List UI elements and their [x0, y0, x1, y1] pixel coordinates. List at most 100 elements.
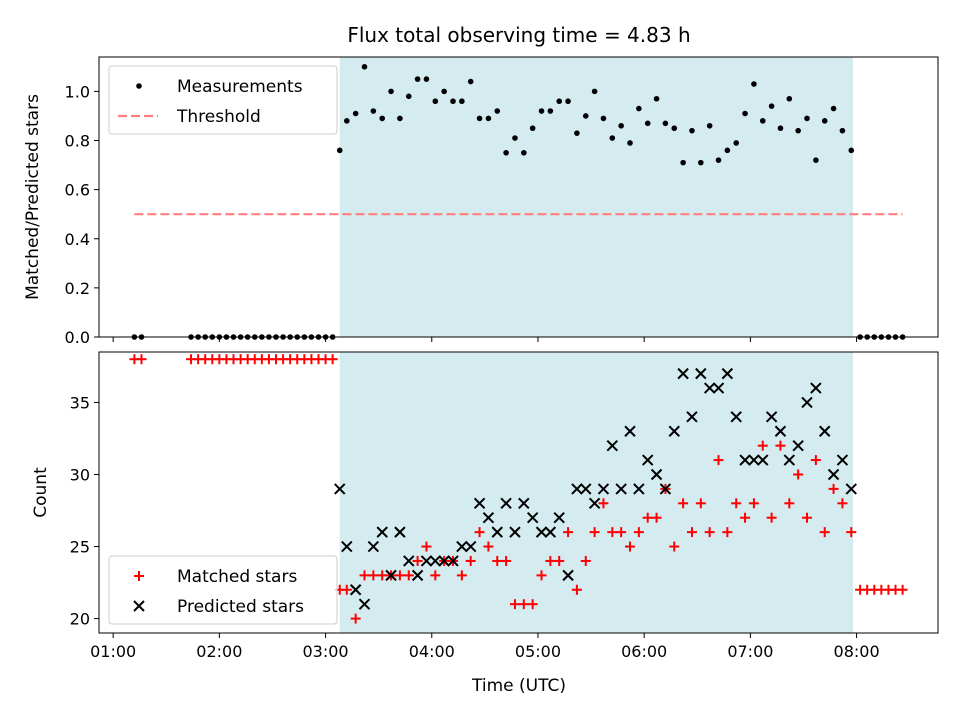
series-measurements-point	[467, 78, 474, 85]
series-predicted-stars-point	[774, 425, 787, 437]
bottom-y-axis-label: Count	[31, 467, 51, 518]
series-matched-stars-point	[456, 570, 467, 581]
series-matched-stars-point	[837, 498, 848, 509]
series-matched-stars-point	[810, 455, 821, 466]
series-measurements-point	[441, 88, 447, 95]
bot-y-tick-label: 25	[70, 538, 90, 557]
top-y-tick-label: 0.6	[65, 181, 90, 200]
series-matched-stars-point	[897, 584, 908, 595]
bot-y-tick-label: 35	[70, 393, 90, 412]
series-matched-stars-point	[465, 555, 476, 566]
series-predicted-stars-point	[801, 396, 813, 409]
series-matched-stars-point	[359, 570, 370, 581]
series-predicted-stars-point	[836, 454, 849, 466]
series-matched-stars-point	[474, 527, 485, 538]
series-matched-stars-point	[784, 498, 795, 509]
series-matched-stars-point	[327, 354, 338, 365]
top-observing-window	[339, 57, 854, 337]
series-matched-stars-point	[589, 527, 600, 538]
top-legend: Measurements Threshold	[108, 65, 338, 135]
series-measurements-point	[512, 135, 518, 141]
series-predicted-stars-point	[341, 540, 353, 553]
series-measurements-point	[848, 147, 855, 154]
series-matched-stars-point	[136, 354, 147, 365]
series-predicted-stars-point	[385, 569, 397, 582]
series-measurements-point	[759, 118, 766, 124]
series-measurements-point	[344, 118, 350, 124]
series-measurements-point	[804, 115, 810, 122]
series-matched-stars-point	[633, 527, 644, 538]
series-measurements-point	[414, 76, 421, 82]
series-predicted-stars-point	[411, 569, 424, 582]
series-predicted-stars-point	[650, 468, 663, 481]
series-predicted-stars-point	[695, 367, 707, 380]
series-matched-stars-point	[403, 570, 414, 581]
series-measurements-point	[653, 95, 660, 102]
series-measurements-point	[494, 108, 501, 114]
series-measurements-point	[689, 127, 695, 134]
series-measurements-point	[521, 149, 527, 156]
series-matched-stars-point	[518, 599, 529, 610]
series-matched-stars-point	[686, 527, 697, 538]
series-measurements-point	[733, 140, 740, 146]
series-measurements-point	[591, 88, 598, 95]
series-measurements-point	[680, 159, 686, 166]
bot-legend-box	[108, 555, 338, 625]
series-matched-stars-point	[766, 512, 777, 523]
series-matched-stars-point	[740, 512, 751, 523]
x-tick-label: 06:00	[621, 642, 667, 661]
series-matched-stars-point	[483, 541, 494, 552]
series-predicted-stars-point	[580, 483, 592, 495]
series-predicted-stars-point	[668, 425, 680, 437]
series-matched-stars-point	[748, 498, 759, 509]
x-tick-label: 03:00	[303, 642, 349, 661]
series-predicted-stars-point	[819, 425, 831, 437]
series-matched-stars-point	[430, 570, 441, 581]
series-predicted-stars-point	[633, 483, 645, 495]
series-measurements-point	[609, 135, 616, 141]
series-measurements-point	[352, 110, 359, 117]
series-predicted-stars-point	[394, 526, 406, 538]
series-measurements-point	[547, 108, 554, 114]
series-measurements-point	[565, 98, 571, 105]
series-measurements-point	[370, 108, 377, 114]
series-measurements-point	[813, 157, 819, 163]
legend-predicted-stars-marker	[133, 600, 145, 612]
series-matched-stars-point	[616, 527, 627, 538]
series-matched-stars-point	[536, 570, 547, 581]
series-matched-stars-point	[545, 555, 556, 566]
series-measurements-point	[662, 120, 669, 127]
series-predicted-stars-point	[491, 526, 503, 538]
series-measurements-point	[459, 98, 465, 105]
series-measurements-point	[432, 98, 439, 105]
series-predicted-stars-point	[544, 526, 557, 538]
series-predicted-stars-point	[677, 367, 689, 380]
series-predicted-stars-point	[659, 483, 672, 495]
series-matched-stars-point	[828, 483, 839, 494]
top-y-tick-label: 1.0	[65, 82, 90, 101]
series-measurements-point	[768, 103, 775, 109]
x-tick-label: 04:00	[409, 642, 455, 661]
series-measurements-point	[706, 122, 713, 129]
series-matched-stars-point	[412, 555, 423, 566]
series-predicted-stars-point	[535, 526, 548, 538]
series-measurements-point	[751, 81, 757, 87]
series-predicted-stars-point	[518, 497, 530, 510]
series-predicted-stars-point	[334, 483, 346, 495]
series-measurements-point	[724, 147, 731, 154]
series-measurements-point	[600, 115, 607, 122]
series-matched-stars-point	[377, 570, 388, 581]
series-matched-stars-point	[368, 570, 379, 581]
top-y-tick-label: 0.2	[65, 279, 90, 298]
series-predicted-stars-point	[748, 454, 760, 466]
series-measurements-point	[830, 105, 837, 112]
series-matched-stars-point	[350, 613, 361, 624]
series-predicted-stars-point	[420, 555, 433, 567]
series-predicted-stars-point	[810, 382, 822, 394]
series-measurements-point	[336, 147, 343, 154]
series-matched-stars-point	[775, 440, 786, 451]
series-predicted-stars-point	[642, 454, 654, 466]
series-predicted-stars-point	[358, 598, 371, 610]
bottom-panel-frame	[98, 351, 939, 634]
series-measurements-point	[423, 76, 430, 82]
